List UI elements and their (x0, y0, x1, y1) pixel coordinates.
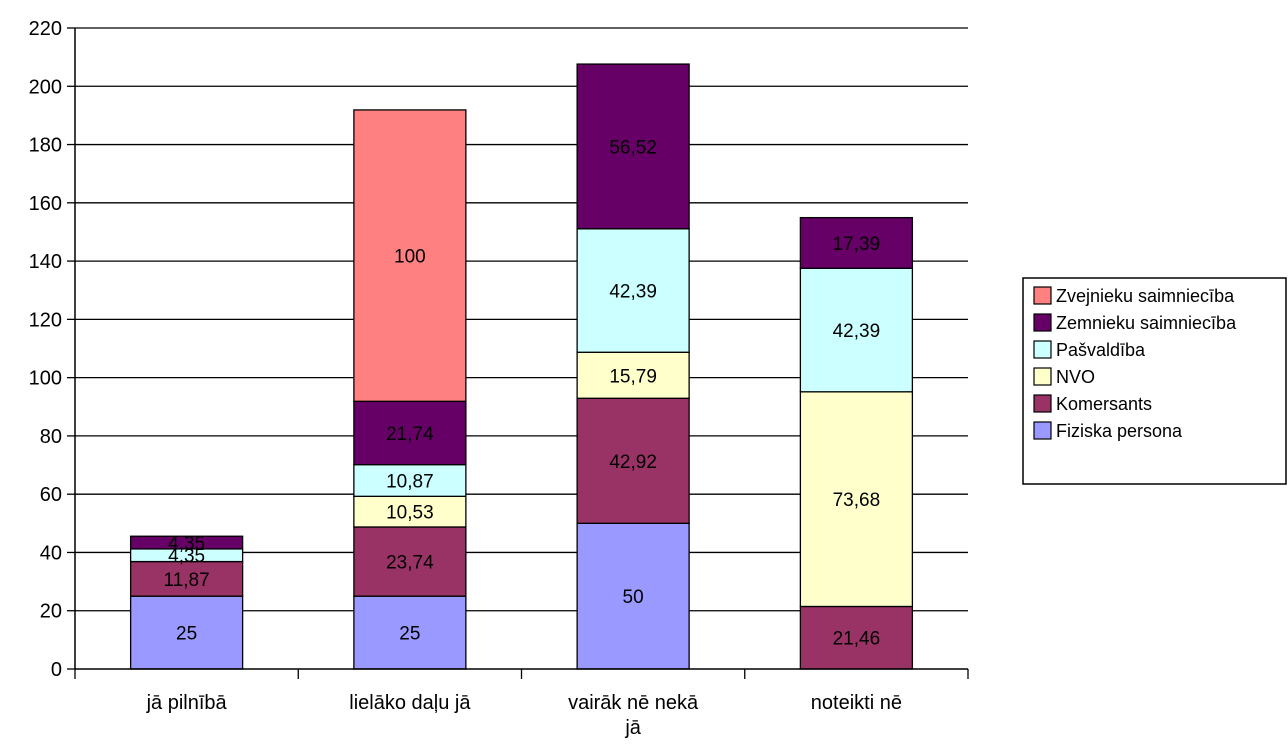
y-axis-ticks: 0 20 40 60 80 100 120 140 160 180 200 220 (29, 18, 75, 681)
bar-segment (799, 605, 914, 670)
bar-segment (576, 397, 690, 524)
bars (129, 63, 914, 670)
data-label: 25 (176, 624, 197, 645)
data-label: 42,39 (833, 321, 881, 342)
y-tick-label: 20 (40, 601, 62, 623)
data-label: 56,52 (609, 137, 657, 158)
bar-segment (129, 535, 244, 550)
data-label: 42,92 (609, 452, 657, 473)
x-tick-label: noteikti nē (811, 692, 902, 714)
x-tick-label: lielāko daļu jā (349, 692, 471, 714)
data-label: 10,87 (386, 471, 434, 492)
legend-swatch (1033, 394, 1052, 413)
data-labels: 25 11,87 4,354,35 25 23,74 10,53 10,87 21,74 100… (164, 137, 881, 649)
data-label: 73,68 (833, 490, 881, 511)
legend-swatch (1033, 340, 1052, 359)
data-label: 50 (623, 587, 644, 608)
y-tick-label: 180 (29, 135, 62, 157)
y-tick-label: 160 (29, 193, 62, 215)
bar-segment (129, 595, 244, 670)
bar-segment (576, 228, 690, 353)
data-label: 4,35 (168, 534, 205, 555)
x-tick-label: vairāk nē nekā jā (568, 692, 699, 739)
bar-segment (129, 560, 244, 597)
data-label: 23,74 (386, 553, 434, 574)
data-label: 25 (399, 624, 420, 645)
y-tick-label: 60 (40, 484, 62, 506)
legend-label: Pašvaldība (1056, 340, 1146, 360)
legend: Zvejnieku saimniecība Zemnieku saimniecīb… (1022, 277, 1287, 485)
legend-label: NVO (1056, 367, 1095, 387)
bar-segment (353, 595, 467, 670)
data-label: 21,46 (833, 629, 881, 650)
bar-segment (799, 216, 914, 269)
bar-segment (353, 109, 467, 402)
legend-label: Komersants (1056, 394, 1152, 414)
legend-label: Zemnieku saimniecība (1056, 313, 1237, 333)
legend-box (1022, 277, 1287, 485)
legend-label: Fiziska persona (1056, 421, 1183, 441)
y-tick-label: 80 (40, 426, 62, 448)
y-tick-label: 220 (29, 18, 62, 40)
data-label: 11,87 (164, 570, 210, 591)
data-label: 17,39 (833, 234, 881, 255)
data-label: 21,74 (386, 424, 434, 445)
legend-swatch (1033, 367, 1052, 386)
bar-segment (576, 522, 690, 670)
y-tick-label: 100 (29, 368, 62, 390)
data-label: 15,79 (609, 366, 657, 387)
data-label: 42,39 (609, 282, 657, 303)
bar-segment (799, 267, 914, 393)
legend-label: Zvejnieku saimniecība (1056, 286, 1235, 306)
y-tick-label: 140 (29, 251, 62, 273)
x-axis-ticks: jā pilnībā lielāko daļu jā vairāk nē nekā j… (74, 669, 969, 739)
bar-segment (353, 526, 467, 597)
y-tick-label: 0 (51, 659, 62, 681)
y-tick-label: 120 (29, 309, 62, 331)
bar-segment (799, 391, 914, 608)
x-tick-label: jā pilnībā (146, 692, 228, 714)
data-label: 4,35 (168, 546, 205, 567)
legend-swatch (1033, 286, 1052, 305)
legend-swatch (1033, 313, 1052, 332)
bar-segment (576, 63, 690, 230)
y-tick-label: 40 (40, 542, 62, 564)
data-label: 100 (394, 247, 426, 268)
bar-segment (353, 495, 467, 528)
legend-swatch (1033, 421, 1052, 440)
data-label: 10,53 (386, 503, 434, 524)
bar-segment (353, 463, 467, 497)
y-tick-label: 200 (29, 76, 62, 98)
